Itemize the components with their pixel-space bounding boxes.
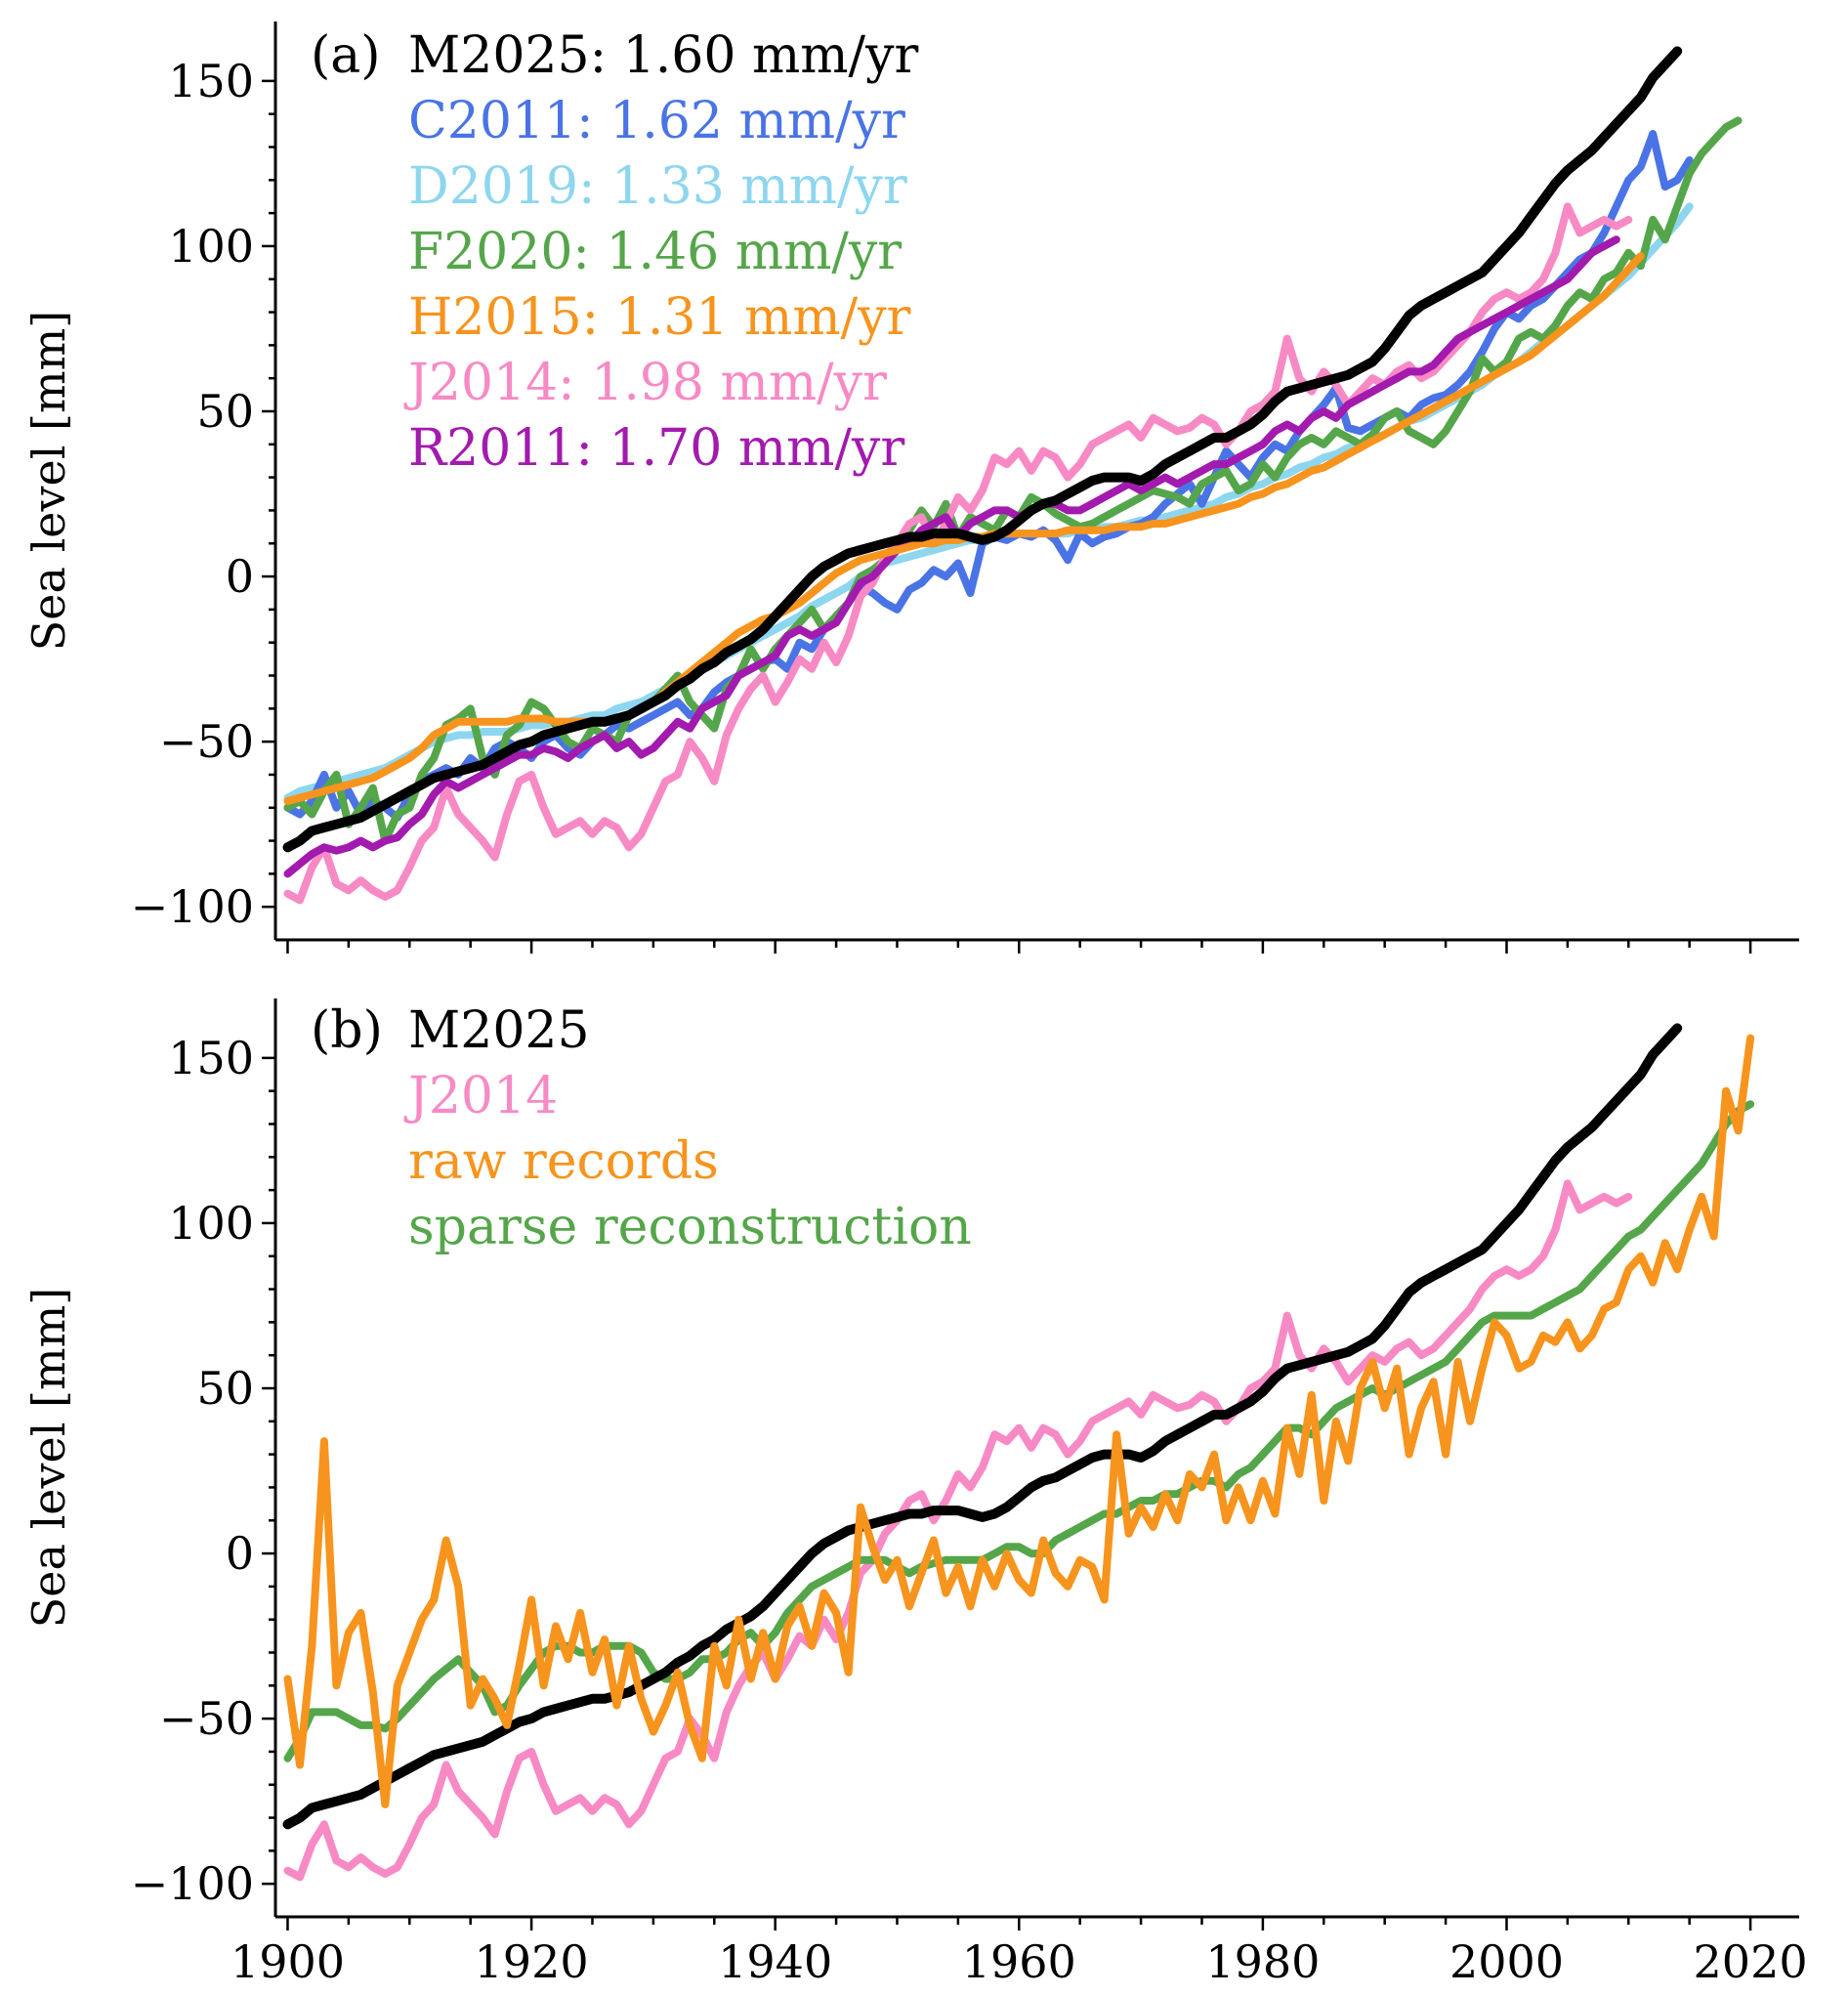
y-tick-label: 100 xyxy=(168,1197,254,1250)
y-tick-label: −100 xyxy=(131,1857,254,1910)
legend-entry-r2011: R2011: 1.70 mm/yr xyxy=(408,419,904,478)
x-tick-label: 1960 xyxy=(962,1935,1076,1988)
series-line-m2025 xyxy=(282,1023,1683,1830)
x-tick-label: 2020 xyxy=(1694,1935,1808,1988)
legend-entry-m2025: M2025: 1.60 mm/yr xyxy=(408,26,918,85)
x-tick-label: 2000 xyxy=(1449,1935,1564,1988)
series-line-sparse-reconstruction xyxy=(283,1100,1755,1762)
legend-entry-f2020: F2020: 1.46 mm/yr xyxy=(408,223,902,281)
legend-entry-j2014: J2014: 1.98 mm/yr xyxy=(403,354,887,412)
legend-entry-j2014: J2014 xyxy=(403,1067,558,1125)
x-tick-label: 1940 xyxy=(718,1935,832,1988)
series-line-raw-records xyxy=(283,1034,1755,1808)
y-tick-label: 0 xyxy=(226,550,254,603)
y-axis-label: Sea level [mm] xyxy=(22,1288,75,1628)
y-tick-label: 100 xyxy=(168,220,254,273)
y-tick-label: 150 xyxy=(168,55,254,107)
legend-entry-d2019: D2019: 1.33 mm/yr xyxy=(408,157,907,216)
series-line-m2025 xyxy=(282,46,1683,853)
x-tick-label: 1980 xyxy=(1205,1935,1320,1988)
y-tick-label: −100 xyxy=(131,880,254,933)
panel-label: (a) xyxy=(311,26,381,85)
panel-a: −100 −50 0 50 100 150 Sea level [mm] (a) M2025: … xyxy=(22,21,1799,954)
panel-label: (b) xyxy=(311,1001,383,1060)
legend-entry-m2025: M2025 xyxy=(408,1001,590,1060)
y-tick-label: 50 xyxy=(196,385,254,438)
legend-entry-sparse-reconstruction: sparse reconstruction xyxy=(408,1198,972,1256)
x-tick-label: 1920 xyxy=(475,1935,589,1988)
y-tick-label: 150 xyxy=(168,1032,254,1084)
y-tick-label: −50 xyxy=(159,715,254,768)
x-tick-label: 1900 xyxy=(231,1935,345,1988)
legend-entry-h2015: H2015: 1.31 mm/yr xyxy=(408,288,911,347)
y-tick-label: 50 xyxy=(196,1362,254,1415)
series-line-j2014 xyxy=(283,202,1633,905)
y-tick-label: −50 xyxy=(159,1692,254,1745)
panel-b: −100 −50 0 50 100 150 1900 1920 1940 1960 1980 2000… xyxy=(22,998,1808,1988)
legend-entry-c2011: C2011: 1.62 mm/yr xyxy=(408,92,905,150)
y-axis-label: Sea level [mm] xyxy=(22,311,75,651)
series-line-j2014 xyxy=(283,1179,1633,1882)
legend-entry-raw-records: raw records xyxy=(408,1132,719,1191)
series-line-r2011 xyxy=(283,235,1620,878)
y-tick-label: 0 xyxy=(226,1527,254,1580)
